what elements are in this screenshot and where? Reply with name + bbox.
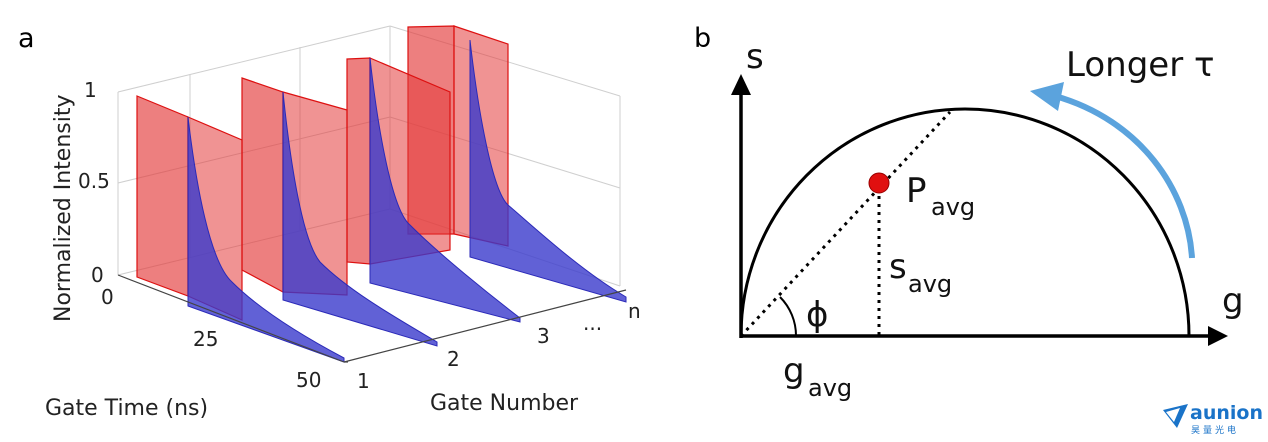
- x-ticks: 0 25 50: [101, 285, 321, 392]
- x-tick: 0: [101, 285, 114, 309]
- gate-tick: 2: [447, 347, 460, 371]
- p-avg-main: P: [906, 171, 927, 211]
- gate-tick: ...: [583, 311, 602, 335]
- logo: aunion 昊量光电: [1160, 402, 1263, 436]
- y-tick: 0.5: [78, 169, 110, 193]
- gate-3: [346, 57, 521, 323]
- panel-a: a: [18, 23, 641, 421]
- gate-1: [136, 95, 345, 363]
- g-axis-label: g: [1222, 281, 1244, 321]
- panel-a-label: a: [18, 23, 35, 54]
- decay-curve: [369, 57, 521, 323]
- phasor-axes: [731, 74, 1228, 346]
- logo-chinese-text: 昊量光电: [1191, 426, 1240, 436]
- gate-window: [241, 77, 284, 294]
- x-axis-label: Gate Time (ns): [45, 396, 208, 421]
- gate-axis-label: Gate Number: [430, 391, 579, 416]
- longer-tau-arrowhead: [1030, 82, 1064, 111]
- phase-line: [739, 110, 952, 338]
- phase-angle-arc: [779, 296, 798, 337]
- logo-icon: [1163, 404, 1188, 428]
- phase-angle-label: ϕ: [806, 295, 828, 335]
- panel-b-label: b: [694, 23, 711, 54]
- y-tick: 0: [91, 263, 104, 287]
- x-tick: 50: [296, 368, 321, 392]
- gate-window: [346, 57, 371, 265]
- y-ticks: 1 0.5 0: [78, 78, 110, 287]
- panel-b: b s g ϕ P avg s avg g avg: [694, 23, 1244, 402]
- logo-wordmark: aunion: [1190, 402, 1263, 424]
- longer-tau-arrow: [1054, 93, 1195, 259]
- p-avg-point: [868, 172, 890, 194]
- s-axis-arrowhead: [731, 74, 751, 95]
- s-avg-label: s avg: [889, 247, 952, 298]
- y-axis-label: Normalized Intensity: [51, 94, 76, 322]
- g-axis-arrowhead: [1208, 326, 1228, 346]
- gate-ticks: 1 2 3 ... n: [357, 299, 641, 393]
- p-avg-sub: avg: [931, 193, 975, 221]
- decay-curve: [187, 116, 345, 363]
- gate-tick: 3: [537, 324, 550, 348]
- gate-tick: n: [628, 299, 641, 323]
- s-avg-sub: avg: [908, 270, 952, 298]
- s-avg-main: s: [889, 247, 907, 287]
- decay-curve: [282, 91, 438, 347]
- decay-curve: [469, 39, 627, 303]
- longer-tau-label: Longer τ: [1066, 45, 1214, 85]
- g-avg-sub: avg: [808, 374, 852, 402]
- x-tick: 25: [193, 327, 218, 351]
- gate-tick: 1: [357, 369, 370, 393]
- y-tick: 1: [84, 78, 97, 102]
- s-axis-label: s: [746, 37, 764, 77]
- g-avg-main: g: [783, 351, 805, 391]
- base-axes: [117, 274, 627, 363]
- p-avg-label: P avg: [906, 171, 975, 221]
- g-avg-label: g avg: [783, 351, 852, 402]
- gate-window: [136, 95, 189, 297]
- gate-2: [241, 77, 438, 347]
- universal-semicircle: [739, 107, 1191, 337]
